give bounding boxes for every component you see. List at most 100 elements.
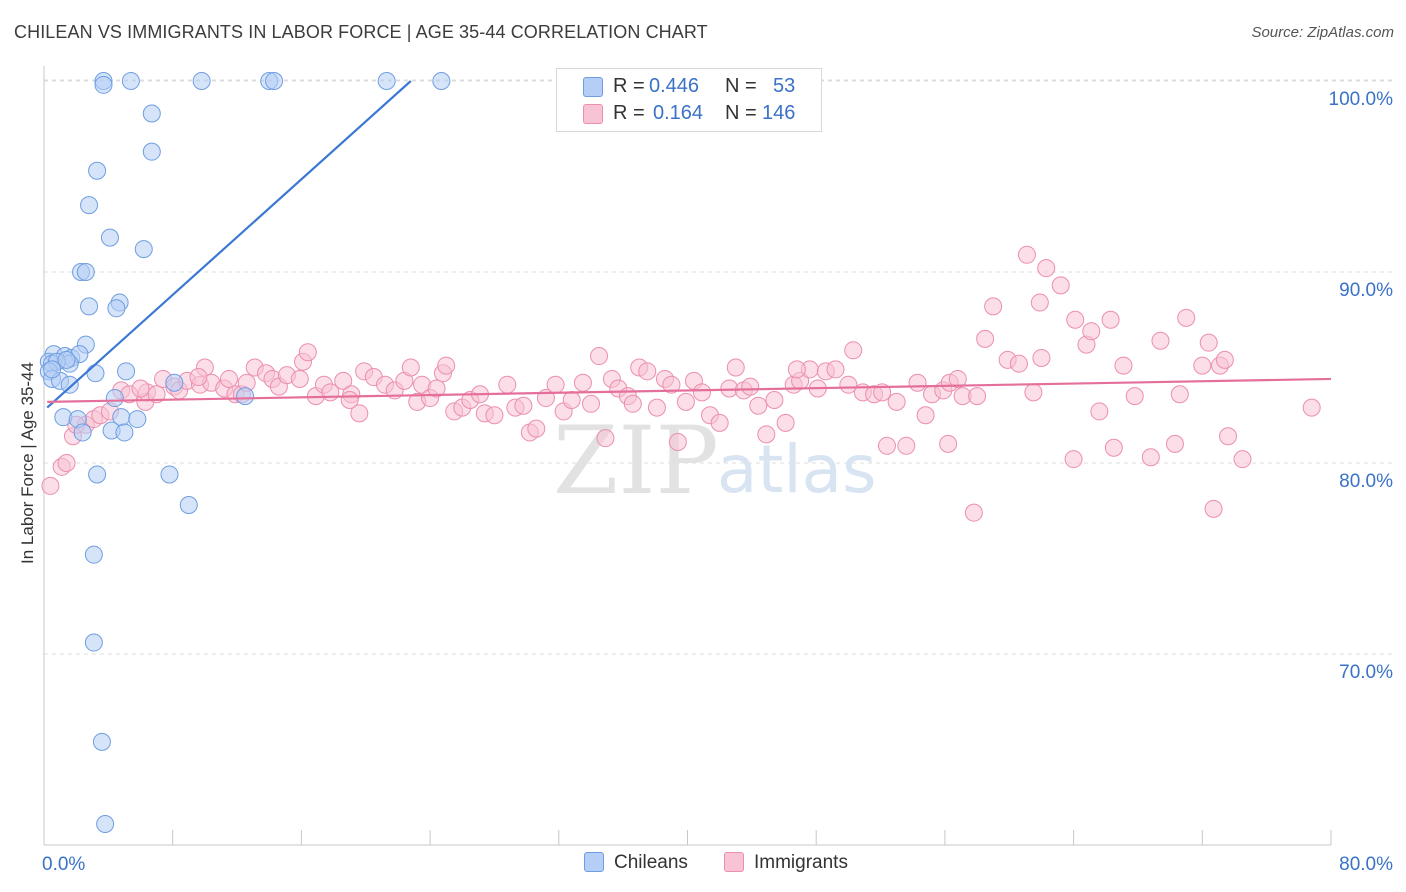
- data-point: [265, 72, 284, 90]
- immigrants-trendline: [47, 377, 1332, 403]
- data-point: [787, 360, 806, 379]
- data-point: [142, 104, 161, 123]
- data-point: [165, 373, 184, 392]
- data-point: [1302, 398, 1321, 417]
- r-label: R =: [613, 75, 645, 97]
- data-point: [765, 390, 784, 409]
- data-point: [1125, 387, 1144, 406]
- watermark-atlas: atlas: [717, 431, 877, 508]
- data-point: [623, 394, 642, 413]
- data-point: [437, 356, 456, 375]
- data-point: [57, 350, 76, 369]
- data-point: [105, 389, 124, 408]
- data-point: [976, 329, 995, 348]
- data-point: [726, 358, 745, 377]
- data-point: [189, 368, 208, 387]
- immigrants-swatch: [583, 104, 603, 124]
- x-tick-label: 0.0%: [42, 854, 85, 875]
- data-point: [668, 432, 687, 451]
- data-point: [192, 72, 211, 90]
- data-point: [160, 465, 179, 484]
- data-point: [590, 347, 609, 366]
- data-point: [334, 371, 353, 390]
- data-point: [86, 364, 105, 383]
- data-point: [377, 72, 396, 90]
- data-point: [96, 814, 115, 833]
- data-point: [60, 375, 79, 394]
- data-point: [1199, 333, 1218, 352]
- data-point: [662, 375, 681, 394]
- data-point: [562, 390, 581, 409]
- data-point: [826, 360, 845, 379]
- chileans-swatch: [583, 77, 603, 97]
- data-point: [776, 413, 795, 432]
- data-point: [427, 379, 446, 398]
- data-point: [340, 390, 359, 409]
- data-point: [1193, 356, 1212, 375]
- n-value: 146: [762, 102, 796, 124]
- data-point: [236, 387, 255, 406]
- data-point: [485, 406, 504, 425]
- data-point: [1101, 310, 1120, 329]
- n-value: 53: [773, 75, 796, 97]
- data-point: [131, 379, 150, 398]
- data-point: [573, 373, 592, 392]
- source-attribution: Source: ZipAtlas.com: [1251, 24, 1394, 41]
- data-point: [749, 396, 768, 415]
- r-value: 0.446: [649, 75, 700, 97]
- data-point: [939, 434, 958, 453]
- data-point: [1090, 402, 1109, 421]
- data-point: [94, 75, 113, 94]
- data-point: [100, 228, 119, 247]
- data-point: [88, 465, 107, 484]
- data-point: [142, 142, 161, 161]
- data-point: [908, 373, 927, 392]
- data-point: [290, 369, 309, 388]
- data-point: [107, 299, 126, 318]
- y-tick-label: 90.0%: [1339, 280, 1393, 301]
- data-point: [1066, 310, 1085, 329]
- data-point: [1141, 448, 1160, 467]
- data-point: [128, 410, 147, 429]
- data-point: [1215, 350, 1234, 369]
- data-point: [1032, 348, 1051, 367]
- legend-immigrants-label: Immigrants: [754, 852, 848, 873]
- data-point: [84, 545, 103, 564]
- data-point: [117, 362, 136, 381]
- data-point: [984, 297, 1003, 316]
- data-point: [298, 343, 317, 362]
- chart-title: CHILEAN VS IMMIGRANTS IN LABOR FORCE | A…: [14, 22, 708, 42]
- trendlines: [46, 80, 1332, 409]
- chileans-trendline: [46, 80, 412, 409]
- data-point: [179, 496, 198, 515]
- y-tick-label: 80.0%: [1339, 471, 1393, 492]
- data-point: [1219, 427, 1238, 446]
- data-point: [1114, 356, 1133, 375]
- r-value: 0.164: [653, 102, 704, 124]
- data-point: [1037, 259, 1056, 278]
- data-point: [676, 392, 695, 411]
- data-point: [964, 503, 983, 522]
- data-point: [527, 419, 546, 438]
- data-point: [401, 358, 420, 377]
- watermark-zip: ZIP: [553, 407, 719, 516]
- data-point: [638, 362, 657, 381]
- data-point: [1204, 499, 1223, 518]
- data-point: [84, 633, 103, 652]
- data-point: [1177, 308, 1196, 327]
- tick-labels: 100.0% 90.0% 80.0% 70.0% 0.0% 80.0%: [42, 89, 1393, 875]
- legend-chileans-label: Chileans: [614, 852, 688, 873]
- data-point: [1030, 293, 1049, 312]
- y-tick-label: 100.0%: [1329, 89, 1394, 110]
- n-label: N =: [725, 102, 757, 124]
- data-point: [596, 429, 615, 448]
- data-point: [73, 423, 92, 442]
- data-point: [581, 394, 600, 413]
- data-point: [220, 369, 239, 388]
- data-point: [1165, 434, 1184, 453]
- correlation-legend: R = 0.446 N = 53 R = 0.164 N = 146: [556, 68, 822, 132]
- data-point: [115, 423, 134, 442]
- data-point: [887, 392, 906, 411]
- data-point: [432, 72, 451, 90]
